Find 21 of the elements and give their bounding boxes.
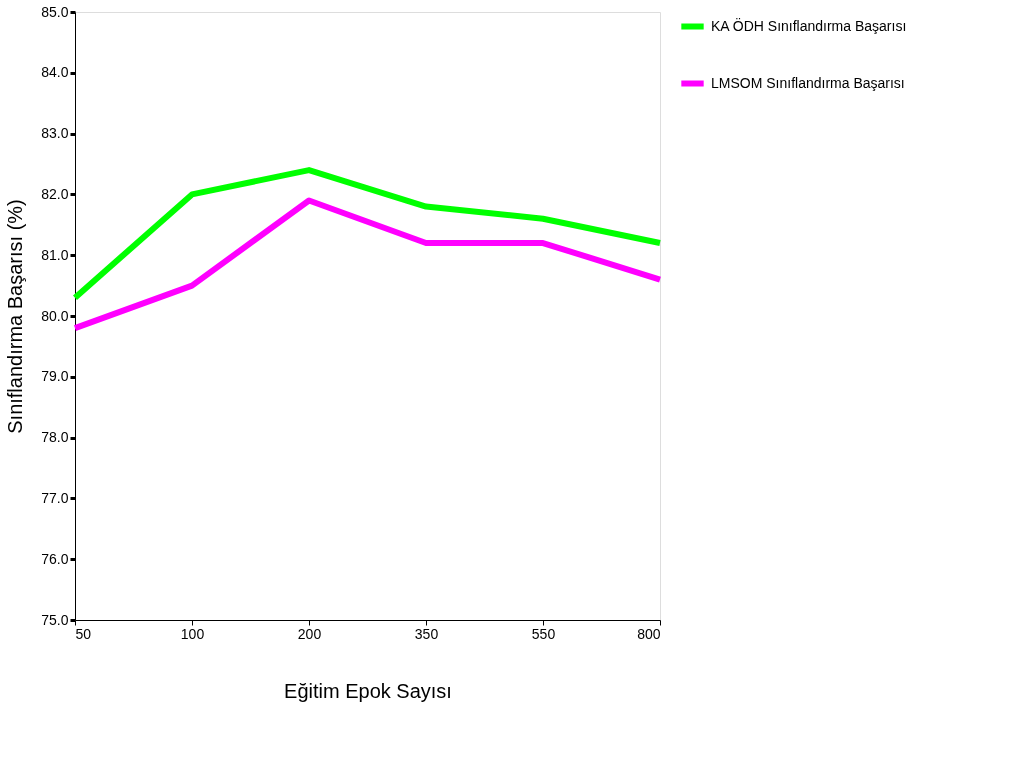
y-tick-label: 75.0 [41,611,69,628]
y-tick-label: 81.0 [41,246,69,263]
y-tick-label: 82.0 [41,185,69,202]
x-tick-label: 350 [414,625,439,642]
x-axis-title: Eğitim Epok Sayısı [284,679,452,702]
y-tick-label: 80.0 [41,307,69,324]
x-tick-label: 800 [637,625,661,642]
x-tick-label: 50 [75,625,92,642]
y-tick-label: 79.0 [41,368,69,385]
y-tick-label: 84.0 [41,64,69,81]
legend-label: KA ÖDH Sınıflandırma Başarısı [711,16,907,34]
y-tick-label: 85.0 [41,3,69,20]
y-tick-label: 76.0 [41,550,69,567]
x-tick-label: 550 [531,625,556,642]
x-tick-label: 100 [180,625,205,642]
legend-label: LMSOM Sınıflandırma Başarısı [711,74,905,91]
x-tick-label: 200 [297,625,322,642]
y-tick-label: 83.0 [41,125,69,142]
y-tick-label: 77.0 [41,489,69,506]
y-axis-title: Sınıflandırma Başarısı (%) [4,199,27,434]
y-tick-label: 78.0 [41,429,69,446]
